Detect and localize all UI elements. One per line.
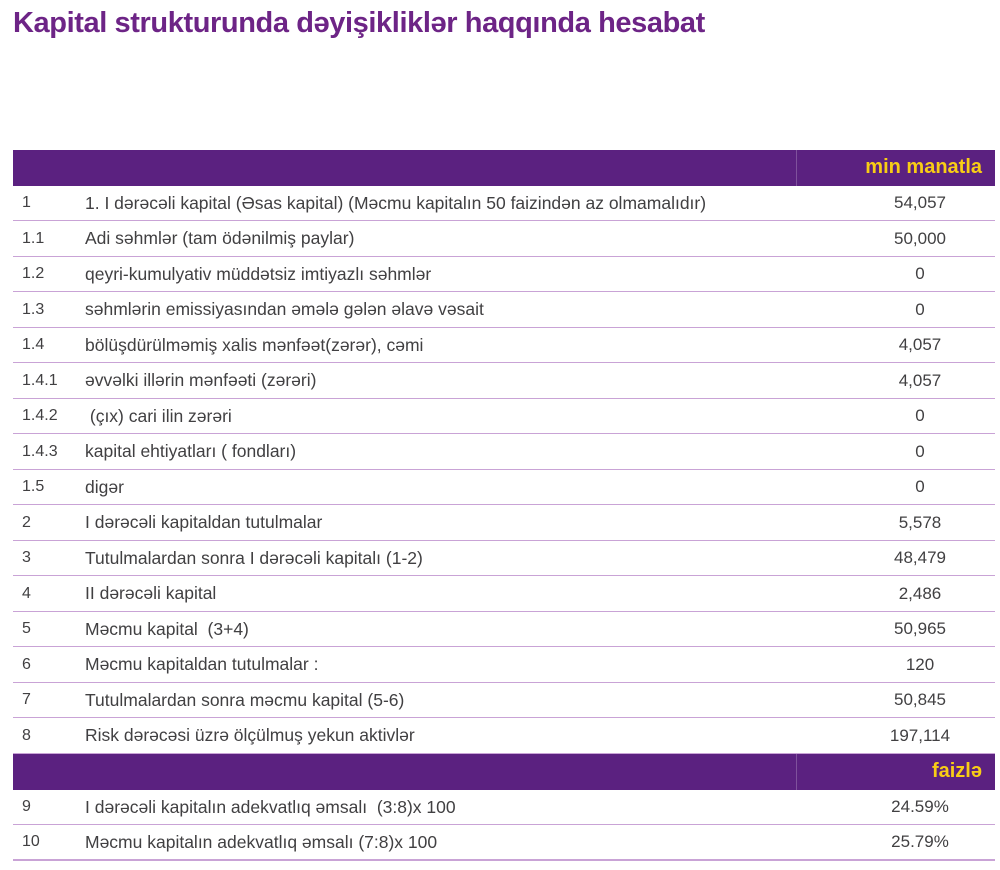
row-number-cell: 2 xyxy=(22,513,31,531)
row-label-cell: digər xyxy=(85,476,124,497)
row-number-cell: 10 xyxy=(22,833,40,851)
row-value-cell: 120 xyxy=(905,654,935,674)
row-value-cell: 0 xyxy=(915,441,925,461)
table-row: 8 Risk dərəcəsi üzrə ölçülmuş yekun aktiv… xyxy=(13,718,995,754)
table-row: 1 1. I dərəcəli kapital (Əsas kapital) (M… xyxy=(13,186,995,222)
row-number-cell: 1.1 xyxy=(22,229,45,247)
row-value-cell: 197,114 xyxy=(889,725,951,745)
row-number-cell: 1.4.3 xyxy=(22,442,58,460)
table-row: 4 II dərəcəli kapital 2,486 xyxy=(13,576,995,612)
unit-label: faizlə xyxy=(931,760,982,783)
row-number-cell: 4 xyxy=(22,584,31,602)
capital-structure-table: min manatla 1 1. I dərəcəli kapital (Əsas … xyxy=(13,149,995,861)
table-section: faizlə 9 I dərəcəli kapitalın adekvatlıq ə… xyxy=(13,753,995,861)
table-row: 7 Tutulmalardan sonra məcmu kapital (5-6)… xyxy=(13,683,995,719)
row-number-cell: 6 xyxy=(22,655,31,673)
row-label-cell: I dərəcəli kapitalın adekvatlıq əmsalı (… xyxy=(85,796,456,817)
table-row: 10 Məcmu kapitalın adekvatlıq əmsalı (7:8… xyxy=(13,825,995,861)
table-row: 9 I dərəcəli kapitalın adekvatlıq əmsalı … xyxy=(13,790,995,826)
row-number-cell: 1.5 xyxy=(22,478,45,496)
row-label-cell: bölüşdürülməmiş xalis mənfəət(zərər), cə… xyxy=(85,334,424,355)
table-row: 3 Tutulmalardan sonra I dərəcəli kapitalı… xyxy=(13,541,995,577)
row-label-cell: səhmlərin emissiyasından əmələ gələn əla… xyxy=(85,299,484,320)
row-number-cell: 3 xyxy=(22,549,31,567)
row-number-cell: 1.2 xyxy=(22,265,45,283)
row-label-cell: Risk dərəcəsi üzrə ölçülmuş yekun aktivl… xyxy=(85,725,415,746)
row-value-cell: 25.79% xyxy=(891,832,949,852)
section-header-band: min manatla xyxy=(13,149,995,186)
row-label-cell: Tutulmalardan sonra məcmu kapital (5-6) xyxy=(85,689,405,710)
table-section: min manatla 1 1. I dərəcəli kapital (Əsas … xyxy=(13,149,995,754)
row-value-cell: 0 xyxy=(915,406,925,426)
row-number-cell: 5 xyxy=(22,620,31,638)
row-value-cell: 50,965 xyxy=(894,619,946,639)
row-number-cell: 1.4.1 xyxy=(22,371,58,389)
row-number-cell: 1 xyxy=(22,194,31,212)
row-value-cell: 4,057 xyxy=(898,335,942,355)
row-number-cell: 1.3 xyxy=(22,300,45,318)
row-number-cell: 7 xyxy=(22,691,31,709)
row-number-cell: 1.4 xyxy=(22,336,45,354)
table-row: 1.4.3 kapital ehtiyatları ( fondları) 0 xyxy=(13,434,995,470)
table-row: 5 Məcmu kapital (3+4) 50,965 xyxy=(13,612,995,648)
table-row: 1.4 bölüşdürülməmiş xalis mənfəət(zərər),… xyxy=(13,328,995,364)
row-label-cell: Məcmu kapitaldan tutulmalar : xyxy=(85,654,319,675)
row-value-cell: 50,845 xyxy=(894,690,946,710)
row-number-cell: 9 xyxy=(22,798,31,816)
table-row: 1.4.1 əvvəlki illərin mənfəəti (zərəri) 4,… xyxy=(13,363,995,399)
row-number-cell: 1.4.2 xyxy=(22,407,58,425)
row-label-cell: 1. I dərəcəli kapital (Əsas kapital) (Mə… xyxy=(85,192,707,213)
row-label-cell: Adi səhmlər (tam ödənilmiş paylar) xyxy=(85,228,355,249)
row-value-cell: 0 xyxy=(915,299,925,319)
section-header-band: faizlə xyxy=(13,753,995,790)
row-value-cell: 54,057 xyxy=(894,193,946,213)
row-label-cell: I dərəcəli kapitaldan tutulmalar xyxy=(85,512,323,533)
row-value-cell: 2,486 xyxy=(898,583,942,603)
row-value-cell: 0 xyxy=(915,477,925,497)
row-label-cell: Məcmu kapitalın adekvatlıq əmsalı (7:8)x… xyxy=(85,831,438,852)
table-row: 1.2 qeyri-kumulyativ müddətsiz imtiyazlı … xyxy=(13,257,995,293)
row-label-cell: Tutulmalardan sonra I dərəcəli kapitalı … xyxy=(85,547,423,568)
row-number-cell: 8 xyxy=(22,726,31,744)
table-row: 1.4.2 (çıx) cari ilin zərəri 0 xyxy=(13,399,995,435)
table-row: 2 I dərəcəli kapitaldan tutulmalar 5,578 xyxy=(13,505,995,541)
row-value-cell: 24.59% xyxy=(891,797,949,817)
row-value-cell: 48,479 xyxy=(894,548,946,568)
row-label-cell: qeyri-kumulyativ müddətsiz imtiyazlı səh… xyxy=(85,263,432,284)
row-label-cell: kapital ehtiyatları ( fondları) xyxy=(85,441,297,462)
unit-label: min manatla xyxy=(865,156,982,179)
page-title: Kapital strukturunda dəyişikliklər haqqı… xyxy=(13,7,705,39)
table-row: 6 Məcmu kapitaldan tutulmalar : 120 xyxy=(13,647,995,683)
row-label-cell: (çıx) cari ilin zərəri xyxy=(85,405,232,426)
row-value-cell: 50,000 xyxy=(894,228,946,248)
table-row: 1.5 digər 0 xyxy=(13,470,995,506)
table-row: 1.1 Adi səhmlər (tam ödənilmiş paylar) 50,… xyxy=(13,221,995,257)
row-value-cell: 5,578 xyxy=(898,512,942,532)
row-value-cell: 4,057 xyxy=(898,370,942,390)
row-label-cell: Məcmu kapital (3+4) xyxy=(85,618,249,639)
row-value-cell: 0 xyxy=(915,264,925,284)
table-row: 1.3 səhmlərin emissiyasından əmələ gələn … xyxy=(13,292,995,328)
row-label-cell: əvvəlki illərin mənfəəti (zərəri) xyxy=(85,370,317,391)
row-label-cell: II dərəcəli kapital xyxy=(85,583,217,604)
